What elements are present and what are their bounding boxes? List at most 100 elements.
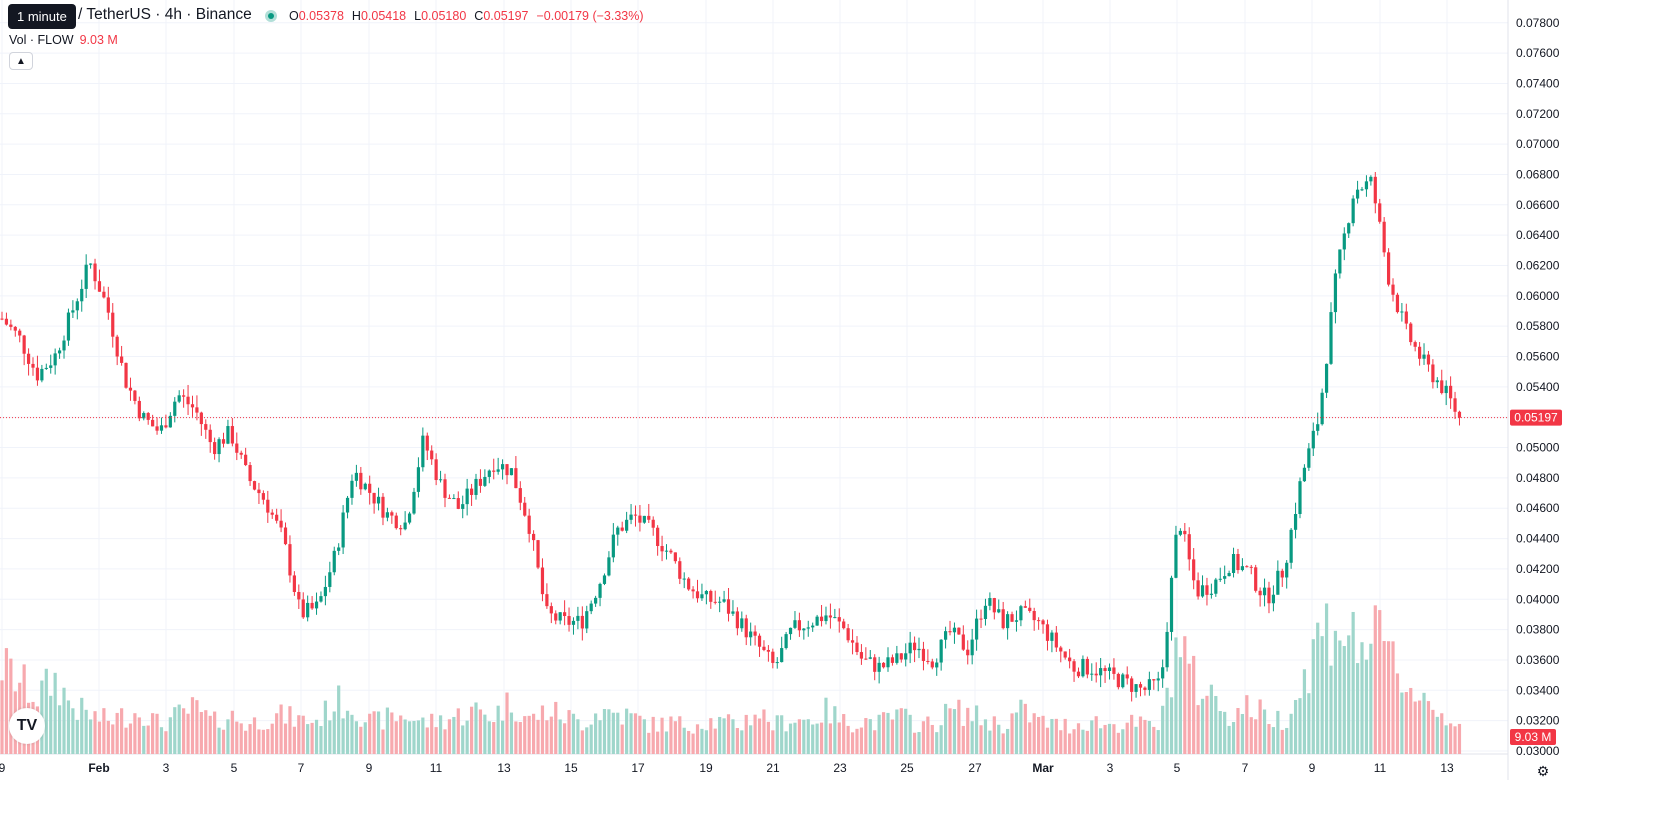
volume-bar [700, 728, 704, 754]
candle-body [53, 353, 57, 366]
change-value: −0.00179 (−3.33%) [536, 9, 644, 23]
candle-body [1440, 380, 1444, 394]
volume-bar [57, 705, 62, 754]
volume-bar [1045, 727, 1050, 754]
x-tick-label: 21 [766, 761, 780, 775]
candle-body [1006, 614, 1010, 629]
candle-body [128, 387, 133, 391]
volume-bar [1032, 713, 1036, 754]
volume-bar [1280, 729, 1284, 754]
candle-body [0, 318, 4, 320]
symbol-title[interactable]: / TetherUS · 4h · Binance [78, 6, 252, 23]
candle-body [948, 631, 952, 633]
candle-body [235, 443, 239, 453]
volume-bar [656, 731, 660, 754]
x-tick-label: 13 [1440, 761, 1454, 775]
candle-body [620, 527, 624, 531]
volume-bar [1360, 642, 1364, 754]
tradingview-logo-icon[interactable]: TV [9, 708, 45, 744]
candle-body [912, 642, 917, 651]
volume-bar [881, 712, 886, 754]
volume-bar [337, 685, 341, 754]
candle-body [478, 478, 483, 486]
volume-bar [363, 722, 367, 754]
candle-body [182, 395, 186, 397]
volume-bar [483, 714, 487, 754]
ohlc-legend: O0.05378 H0.05418 L0.05180 C0.05197 −0.0… [289, 9, 644, 23]
candle-body [904, 653, 908, 660]
volume-bar [177, 704, 181, 754]
volume-bar [478, 709, 483, 754]
volume-bar [633, 713, 638, 754]
candle-body [629, 514, 633, 520]
volume-bar [762, 709, 766, 754]
candle-body [1378, 203, 1382, 222]
candle-body [111, 312, 115, 337]
volume-bar [372, 711, 376, 754]
volume-bar [607, 709, 611, 754]
volume-bar [266, 729, 270, 754]
volume-bar [828, 723, 833, 754]
candle-body [270, 512, 274, 515]
gear-icon[interactable]: ⚙ [1536, 763, 1550, 779]
open-key: O [289, 9, 299, 23]
candle-body [1147, 679, 1151, 690]
volume-bar [1245, 695, 1249, 754]
candle-body [1373, 176, 1377, 204]
volume-bar [461, 725, 465, 754]
candle-body [757, 635, 762, 647]
volume-bar [1014, 712, 1019, 754]
volume-bar [1351, 611, 1355, 754]
x-tick-label: 5 [1174, 761, 1181, 775]
chevron-up-icon[interactable]: ▲ [9, 52, 33, 70]
y-tick-label: 0.06000 [1516, 289, 1560, 303]
candle-body [97, 281, 102, 292]
volume-bar [1369, 643, 1373, 754]
volume-bar [523, 716, 527, 754]
volume-bar [248, 724, 252, 754]
candle-body [1192, 559, 1196, 581]
candle-body [664, 550, 669, 552]
candle-body [740, 618, 744, 629]
candle-body [983, 605, 988, 620]
candle-body [1422, 354, 1426, 359]
volume-bar [731, 719, 735, 754]
volume-bar [1156, 730, 1160, 754]
volume-bar [1174, 637, 1178, 754]
candle-body [1369, 176, 1373, 182]
candle-body [926, 660, 930, 662]
volume-bar [1010, 713, 1014, 754]
candle-body [797, 620, 801, 631]
volume-bar [124, 727, 128, 754]
candle-body [1010, 614, 1014, 622]
volume-bar [1059, 730, 1063, 754]
candle-body [226, 426, 230, 444]
volume-bar [563, 723, 567, 754]
volume-bar [1355, 663, 1360, 754]
volume-bar [1342, 646, 1346, 754]
candle-body [328, 572, 332, 587]
volume-bar [434, 727, 438, 754]
volume-bar [682, 727, 686, 754]
volume-bar [926, 716, 930, 754]
y-tick-label: 0.06400 [1516, 228, 1560, 242]
candle-body [412, 491, 416, 514]
candle-body [1090, 673, 1094, 675]
volume-bar [625, 708, 629, 754]
candle-body [208, 429, 212, 443]
volume-bar [514, 721, 518, 754]
candle-body [890, 657, 895, 663]
candle-body [35, 367, 40, 381]
volume-bar [1324, 603, 1329, 754]
volume-bar [616, 712, 620, 754]
y-tick-label: 0.04600 [1516, 501, 1560, 515]
volume-bar [554, 701, 558, 754]
volume-bar [1418, 700, 1422, 754]
volume-bar [1258, 699, 1262, 754]
volume-bar [443, 729, 447, 754]
volume-bar [4, 648, 9, 754]
candle-body [1355, 189, 1360, 199]
candle-body [142, 413, 146, 419]
volume-bar [1147, 721, 1151, 754]
